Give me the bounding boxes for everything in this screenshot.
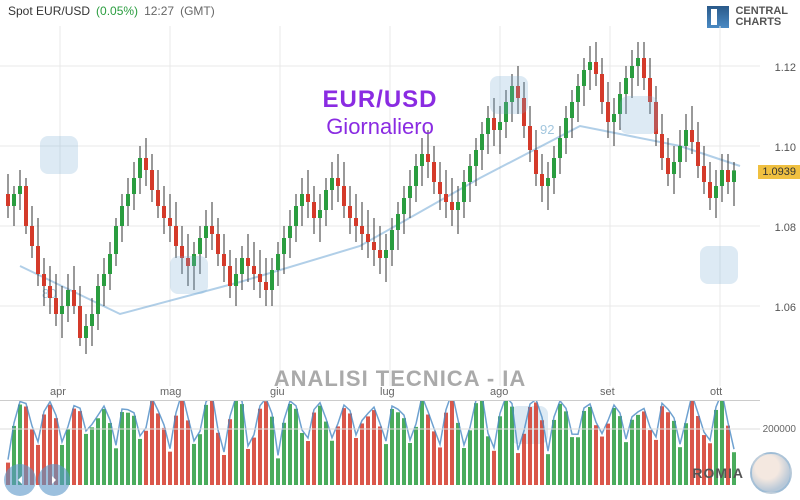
nav-prev-button[interactable]: [4, 464, 36, 496]
y-axis: 1.06 1.08 1.10 1.12 1.0939: [756, 28, 800, 388]
y-tick-label: 1.10: [775, 142, 796, 154]
price-chart[interactable]: 8092 EUR/USD Giornaliero: [0, 26, 760, 386]
logo-icon: [707, 6, 729, 28]
header-bar: Spot EUR/USD (0.05%) 12:27 (GMT): [0, 0, 800, 22]
romia-widget[interactable]: ROMIA: [692, 452, 792, 494]
brand-logo: CENTRAL CHARTS: [707, 6, 788, 28]
svg-text:92: 92: [540, 122, 554, 137]
romia-label: ROMIA: [692, 465, 744, 481]
spot-label: Spot EUR/USD: [8, 4, 90, 18]
y-tick-label: 1.08: [775, 222, 796, 234]
x-axis: apr mag giu lug ago set ott: [0, 386, 760, 402]
pct-change: (0.05%): [96, 4, 138, 18]
vol-ytick: 200000: [763, 424, 796, 435]
x-tick-label: ott: [710, 386, 722, 398]
nav-next-button[interactable]: [38, 464, 70, 496]
time-label: 12:27: [144, 4, 174, 18]
tz-label: (GMT): [180, 4, 215, 18]
x-tick-label: lug: [380, 386, 395, 398]
x-tick-label: set: [600, 386, 615, 398]
current-price-tag: 1.0939: [758, 165, 800, 179]
y-tick-label: 1.06: [775, 302, 796, 314]
x-tick-label: apr: [50, 386, 66, 398]
volume-svg: [0, 401, 760, 485]
romia-avatar-icon: [750, 452, 792, 494]
x-tick-label: ago: [490, 386, 508, 398]
volume-chart[interactable]: [0, 400, 760, 484]
x-tick-label: mag: [160, 386, 181, 398]
candlestick-svg: 8092: [0, 26, 760, 386]
x-tick-label: giu: [270, 386, 285, 398]
nav-controls: [4, 464, 70, 496]
y-tick-label: 1.12: [775, 62, 796, 74]
